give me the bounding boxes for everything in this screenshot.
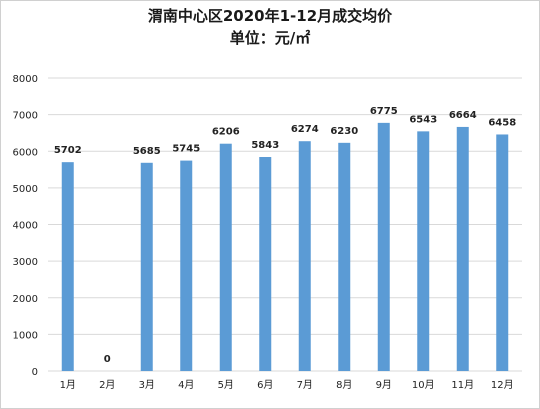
x-tick-label: 1月 [60,379,76,391]
x-tick-label: 4月 [178,379,194,391]
x-tick-label: 2月 [99,379,115,391]
data-label: 6274 [291,124,319,135]
data-label: 6664 [449,110,477,121]
data-label: 5702 [54,145,82,156]
y-tick-label: 7000 [13,111,38,122]
bar [140,162,153,371]
data-label: 6775 [370,106,398,117]
bar [180,160,193,371]
chart-subtitle: 单位：元/㎡ [229,29,311,47]
x-tick-label: 8月 [336,379,352,391]
y-tick-label: 6000 [13,147,38,158]
bar [456,126,469,371]
x-tick-label: 3月 [139,379,155,391]
y-tick-label: 2000 [13,294,38,305]
data-label: 6206 [212,127,240,138]
x-tick-label: 10月 [412,379,435,391]
bar [259,157,272,371]
x-tick-label: 9月 [376,379,392,391]
bar [338,142,351,371]
data-label: 6543 [409,114,437,125]
y-tick-label: 0 [32,367,38,378]
y-tick-label: 5000 [13,184,38,195]
bar [496,134,509,371]
bar [417,131,430,371]
y-tick-label: 4000 [13,221,38,232]
bar [219,143,232,371]
bar [298,141,311,371]
data-label: 6230 [330,126,358,137]
bar [377,122,390,371]
x-tick-label: 7月 [297,379,313,391]
data-label: 5843 [251,140,279,151]
x-tick-label: 5月 [218,379,234,391]
x-tick-label: 11月 [451,379,474,391]
data-label: 5685 [133,146,161,157]
data-label: 6458 [488,117,516,128]
y-tick-label: 8000 [13,74,38,85]
y-tick-label: 1000 [13,330,38,341]
chart-title: 渭南中心区2020年1-12月成交均价 [147,7,393,25]
y-tick-label: 3000 [13,257,38,268]
x-tick-label: 6月 [257,379,273,391]
data-label: 5745 [172,144,200,155]
data-label: 0 [104,354,111,365]
x-tick-label: 12月 [491,379,514,391]
bar [61,162,74,371]
